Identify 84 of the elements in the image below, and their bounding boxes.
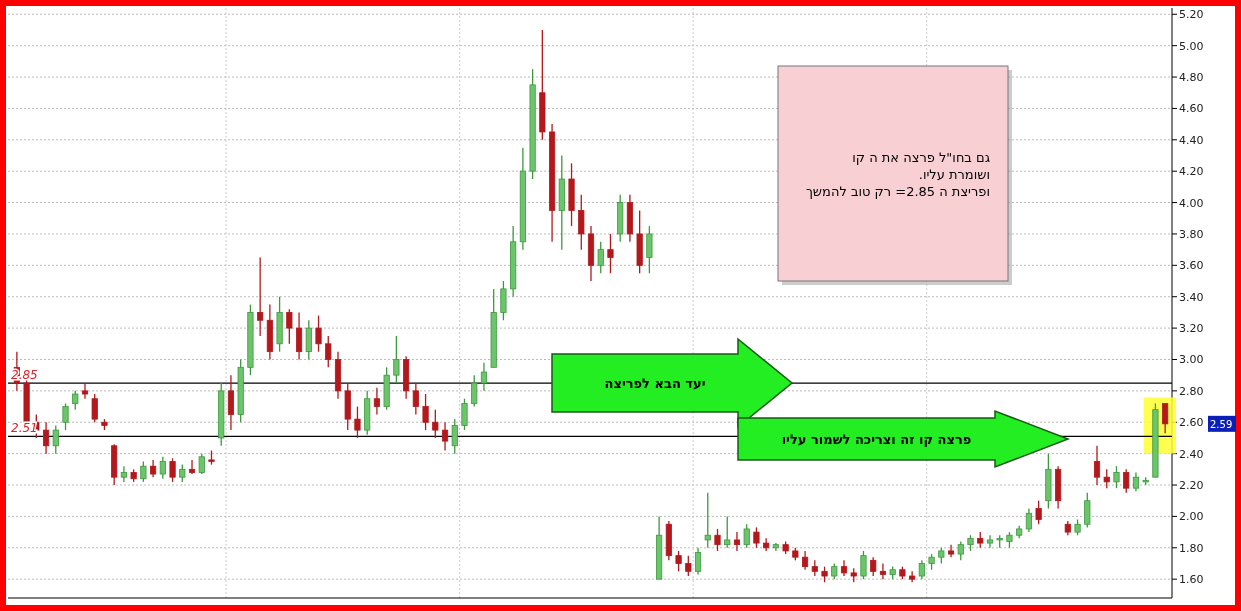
- ref-line-label: 2.51: [11, 421, 38, 436]
- candlestick: [422, 393, 429, 431]
- candlestick: [675, 550, 682, 572]
- candlestick: [1103, 468, 1110, 489]
- y-tick-label: 2.60: [1179, 416, 1204, 430]
- candlestick: [81, 382, 89, 400]
- annotation: פרצה קו זה וצריכה לשמור עליו: [781, 432, 972, 447]
- candlestick: [1132, 471, 1140, 492]
- candlestick: [315, 314, 322, 353]
- candlestick: [42, 421, 50, 455]
- candlestick: [257, 256, 264, 337]
- annotation: יעד הבא לפריצה: [604, 376, 706, 391]
- y-tick-label: 4.60: [1179, 102, 1204, 116]
- y-tick-label: 5.20: [1179, 8, 1204, 22]
- y-tick-label: 4.20: [1179, 165, 1204, 179]
- candlestick: [120, 465, 127, 483]
- candlestick: [578, 194, 585, 251]
- candlestick: [733, 531, 741, 552]
- candlestick: [986, 534, 994, 549]
- candlestick: [500, 280, 507, 321]
- candlestick: [373, 387, 380, 416]
- candlestick: [286, 308, 293, 345]
- y-tick-label: 4.40: [1179, 133, 1204, 147]
- candlestick: [325, 335, 332, 368]
- candlestick: [1084, 492, 1091, 529]
- candlestick: [227, 374, 235, 431]
- candlestick: [870, 556, 877, 577]
- candlestick: [393, 335, 400, 384]
- y-tick-label: 4.00: [1179, 196, 1204, 210]
- candlestick: [724, 515, 731, 549]
- y-tick-label: 3.20: [1179, 322, 1204, 336]
- candlestick: [52, 424, 59, 455]
- candlestick: [1113, 465, 1120, 489]
- candlestick: [714, 528, 721, 552]
- candlestick: [607, 233, 614, 274]
- annotation: גם בחו"ל פרצה את ה קו ושומרת עליו. ופריצת ה 2.85= רק טוב להמשך: [805, 150, 990, 199]
- candlestick: [860, 550, 867, 580]
- y-tick-label: 3.60: [1179, 259, 1204, 273]
- y-tick-label: 5.00: [1179, 39, 1204, 53]
- candlestick: [879, 562, 887, 580]
- y-tick-label: 4.80: [1179, 71, 1204, 85]
- candlestick: [432, 409, 439, 439]
- candlestick: [62, 402, 69, 431]
- candlestick: [597, 241, 604, 274]
- candlestick: [957, 540, 964, 561]
- candlestick: [646, 225, 653, 274]
- candlestick: [295, 311, 303, 361]
- y-tick-label: 1.80: [1179, 541, 1204, 555]
- candlestick: [694, 547, 702, 576]
- candlestick: [471, 374, 478, 408]
- y-tick-label: 2.00: [1179, 510, 1204, 524]
- candlestick: [169, 457, 176, 483]
- candlestick: [72, 390, 79, 411]
- y-tick-label: 3.40: [1179, 290, 1204, 304]
- candlestick: [305, 319, 312, 361]
- candlestick: [1035, 500, 1042, 525]
- candlestick: [1093, 445, 1101, 486]
- candlestick: [918, 559, 925, 580]
- y-tick-label: 3.80: [1179, 227, 1204, 241]
- candlestick: [188, 459, 196, 475]
- y-tick-label: 2.20: [1179, 479, 1204, 493]
- y-tick-label: 2.80: [1179, 384, 1204, 398]
- candlestick: [704, 492, 711, 549]
- candlestick: [159, 456, 166, 480]
- y-tick-label: 3.00: [1179, 353, 1204, 367]
- candlestick: [685, 554, 692, 577]
- text: 2.59: [1210, 418, 1233, 430]
- candlestick: [198, 452, 205, 475]
- candlestick: [1123, 468, 1130, 494]
- candlestick: [354, 405, 361, 439]
- candlestick: [140, 460, 147, 483]
- candlestick: [441, 421, 449, 452]
- candlestick: [1162, 402, 1169, 434]
- candlestick: [743, 523, 750, 549]
- candlestick: [753, 526, 760, 549]
- candlestick: [1025, 507, 1032, 533]
- candlestick: [91, 393, 98, 423]
- candlestick: [461, 398, 468, 431]
- candlestick: [802, 550, 809, 571]
- candlestick: [412, 382, 419, 416]
- candlestick: [480, 361, 488, 392]
- y-tick-label: 1.60: [1179, 573, 1204, 587]
- y-tick-label: 2.40: [1179, 447, 1204, 461]
- candlestick: [451, 418, 458, 455]
